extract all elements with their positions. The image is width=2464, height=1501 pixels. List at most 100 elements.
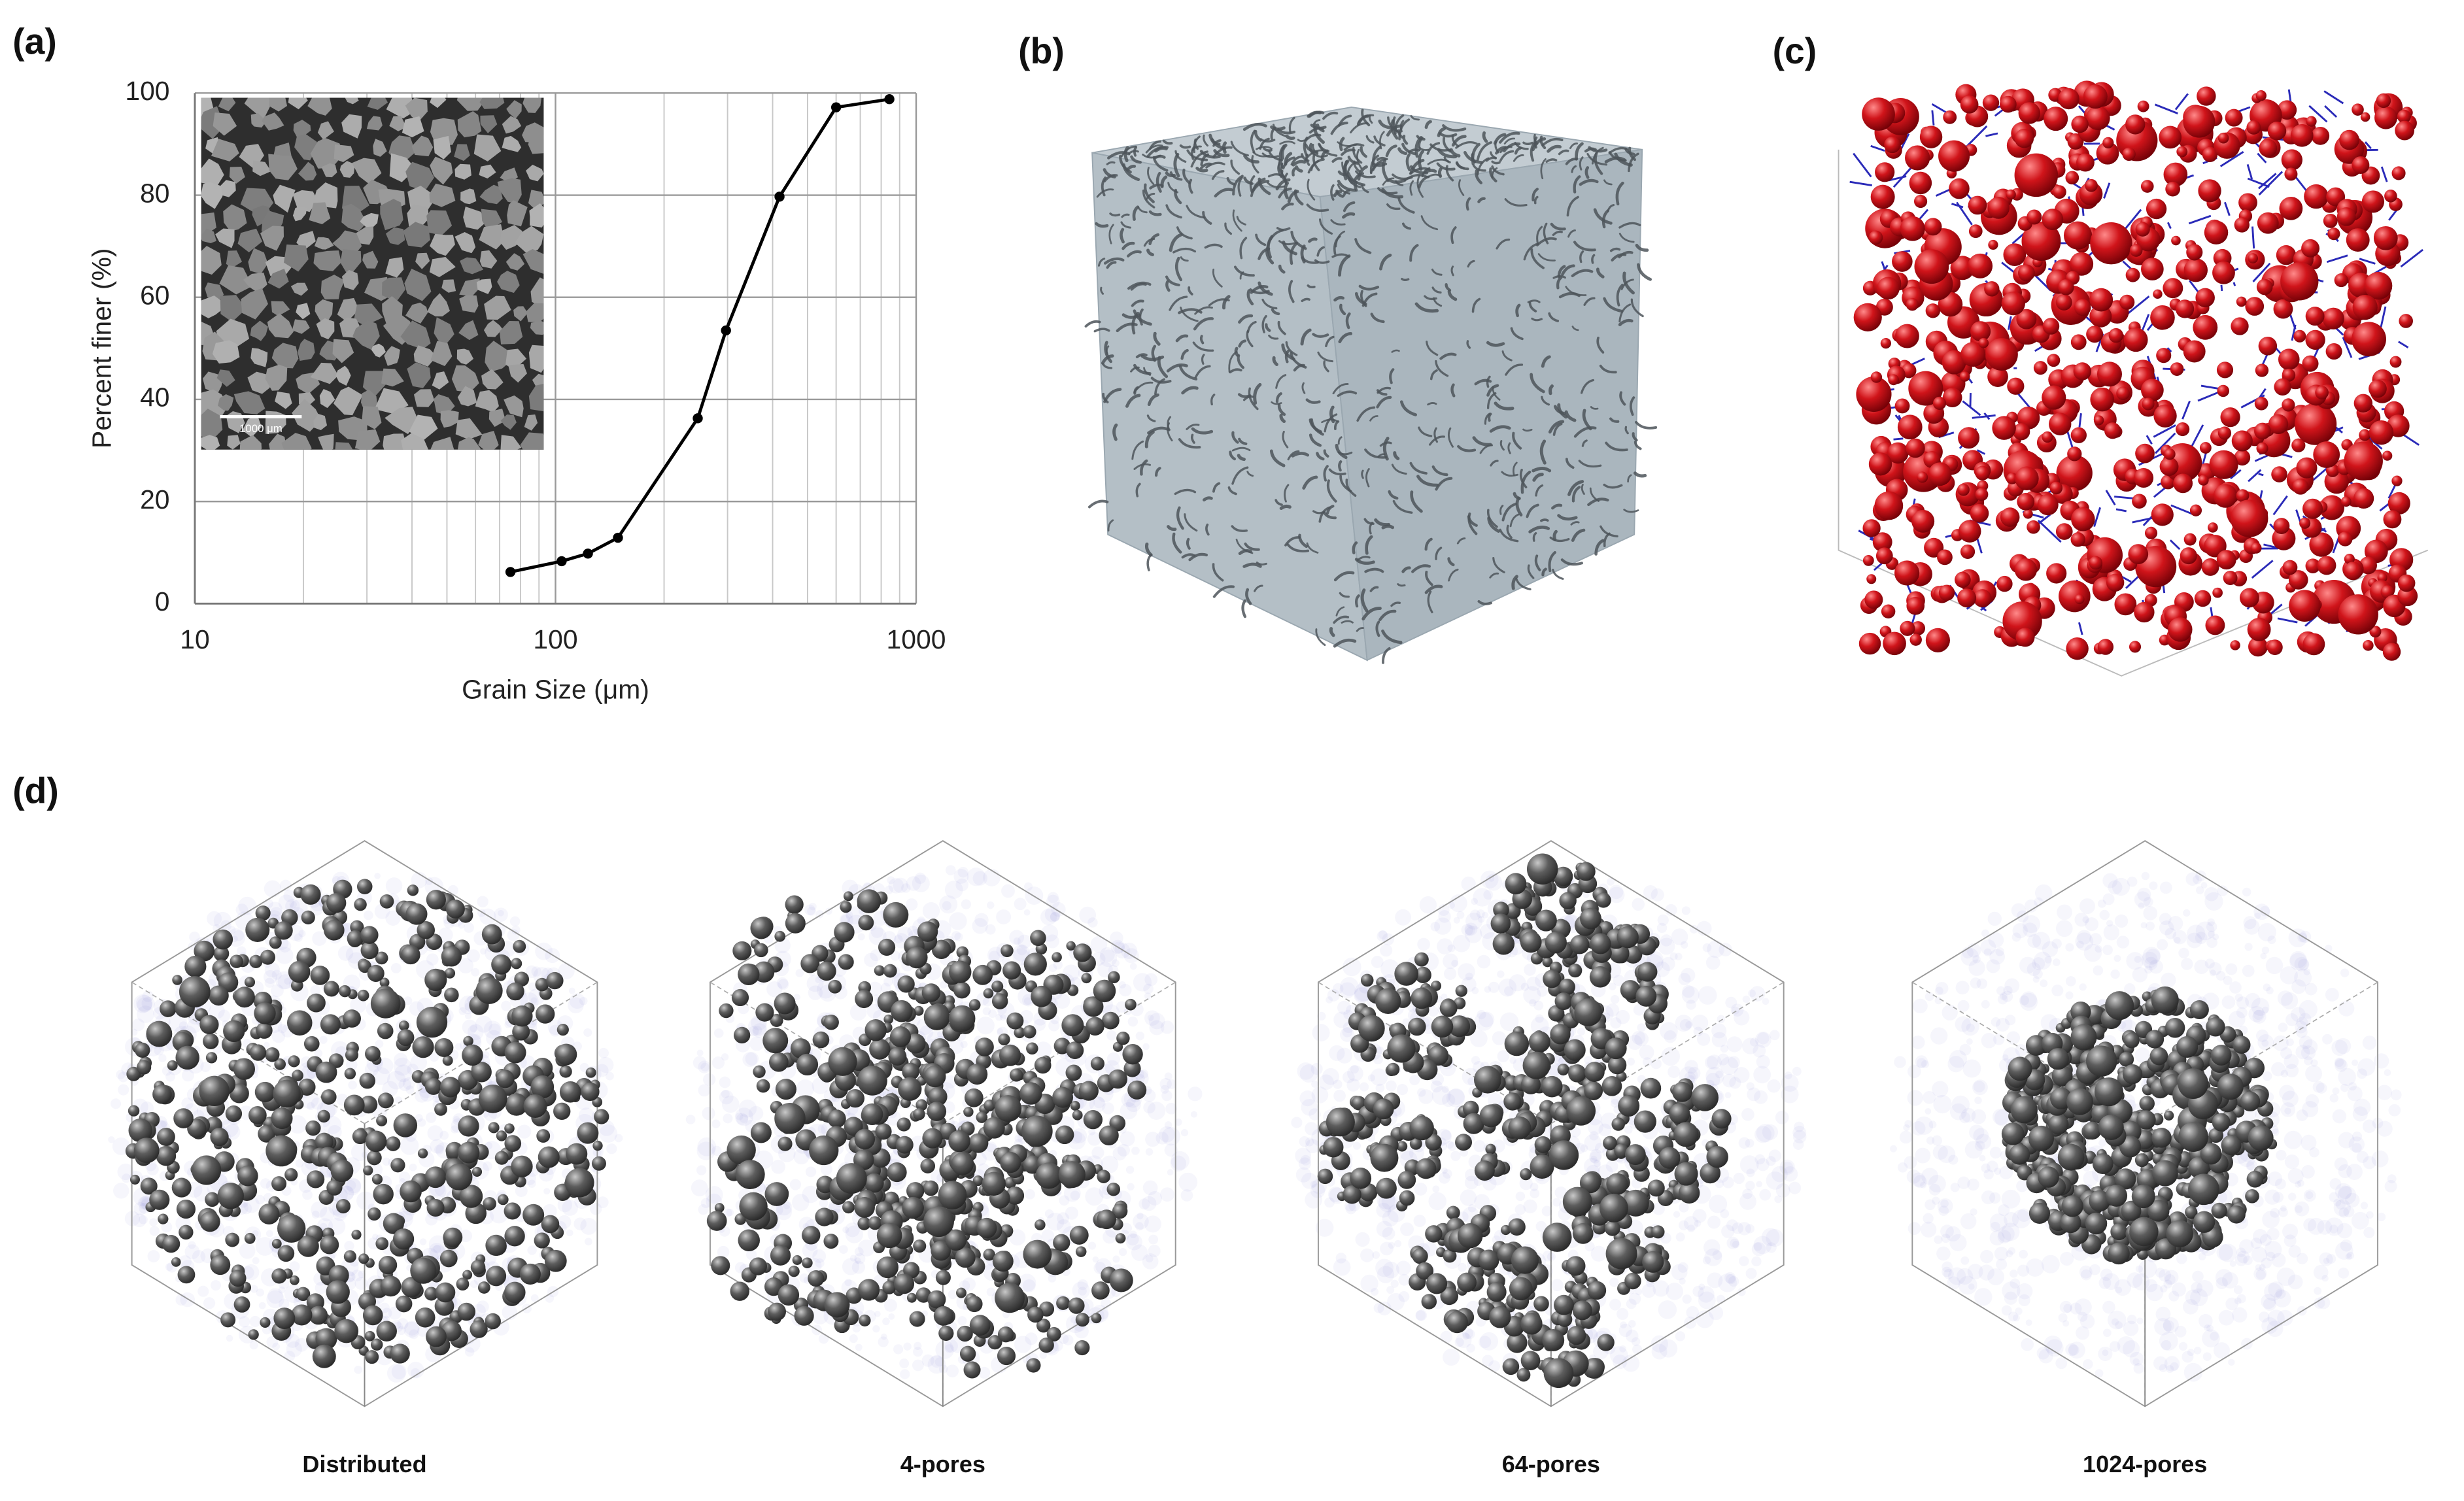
pore-sphere [972,964,993,985]
pore-sphere [390,1158,405,1173]
pore-streak [1393,451,1400,460]
pore-streak [1565,158,1578,165]
pore-streak [1530,373,1545,394]
pore-streak [1472,436,1492,447]
pore-sphere [175,1045,199,1070]
pore-streak [1355,594,1360,608]
pore-sphere [828,979,842,994]
haze [379,1302,390,1313]
pore-sphere [324,919,345,941]
pore-sphere [249,1044,267,1061]
pore-sphere [592,1140,603,1151]
pore-streak [1401,143,1417,156]
pore-streak [1103,388,1122,403]
pore-sphere [876,1256,898,1279]
pore-streak [1135,482,1141,498]
pore-sphere [2153,289,2163,299]
pore-sphere [2309,532,2334,557]
pore-streak [1431,465,1448,477]
pore-streak [1236,216,1246,226]
pore-streak [1499,440,1505,451]
pore-sphere [2134,467,2154,488]
throat [2326,254,2348,263]
haze [960,1040,968,1049]
haze [1059,1195,1070,1206]
pore-sphere [471,1166,483,1177]
pore-sphere [546,971,564,990]
pore-sphere [874,965,885,976]
haze [397,1326,406,1336]
pore-sphere [303,1036,320,1052]
pore-sphere [244,1232,256,1244]
pore-streak [1333,638,1357,648]
pore-sphere [2360,112,2370,122]
haze [1127,1183,1135,1190]
haze [480,948,487,955]
pore-streak [1339,303,1346,316]
pore-sphere [2202,146,2218,163]
pore-sphere [2397,109,2411,124]
haze [1120,1131,1135,1147]
pore-sphere [1027,1306,1044,1323]
pore-streak [1292,167,1297,177]
pore-sphere [2170,362,2184,376]
pore-sphere [1887,442,1909,464]
pore-sphere [828,1047,857,1076]
haze [314,1049,323,1058]
pore-sphere [1906,438,1925,458]
pore-streak [1188,552,1208,562]
pore-streak [1437,127,1446,137]
pore-sphere [1988,239,1998,250]
pore-sphere [1052,952,1062,963]
haze [390,962,402,973]
pore-sphere [859,1314,871,1326]
throat [2166,347,2172,353]
pore-streak [1579,156,1584,171]
haze [858,1240,875,1256]
haze [1161,1126,1180,1146]
haze [804,904,815,916]
pore-sphere [893,1273,915,1294]
pore-streak [1414,136,1423,158]
throat [2258,473,2264,477]
caption: 64-pores [1502,1451,1600,1477]
haze [912,1359,924,1372]
pore-streak [1507,442,1511,454]
pore-sphere [271,1268,287,1284]
pore-streak [1165,204,1182,219]
pore-sphere [1881,604,1896,619]
pore-sphere [213,929,233,950]
haze [1637,1023,1646,1032]
pore-sphere [237,1165,258,1187]
pore-streak [1146,553,1152,571]
pore-sphere [284,1168,298,1182]
pore-sphere [2268,414,2289,435]
pore-sphere [1075,1246,1087,1257]
pore-sphere [2292,478,2309,495]
pore-streak [1335,190,1344,198]
pore-sphere [511,1155,533,1178]
pore-sphere [2144,526,2158,539]
pore-streak [1414,302,1439,313]
throat [2078,413,2082,428]
pore-streak [1224,222,1233,235]
pore-streak [1477,197,1486,203]
pore-sphere [491,954,512,975]
pore-streak [1167,416,1172,430]
pore-streak [1335,230,1346,248]
haze [982,1007,991,1015]
pore-sphere [1894,398,1910,414]
pore-sphere [2204,220,2229,245]
pore-streak [1352,541,1358,554]
pore-streak [1315,628,1326,647]
haze [845,1222,860,1238]
pore-streak [1341,620,1354,624]
pore-streak [1616,284,1624,307]
pore-sphere [2119,294,2135,310]
haze [430,1139,445,1154]
pore-streak [1127,281,1152,290]
pore-sphere [320,1014,341,1035]
pore-sphere [2094,415,2104,426]
throat [2257,152,2267,163]
pore-streak [1573,241,1596,252]
